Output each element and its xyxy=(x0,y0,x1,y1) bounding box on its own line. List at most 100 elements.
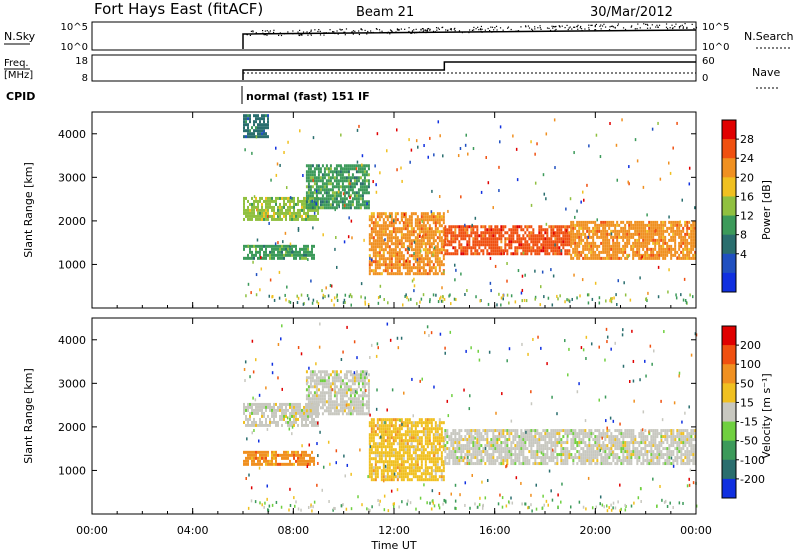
x-tick-label: 00:00 xyxy=(680,524,712,537)
power-echo-region xyxy=(368,212,445,276)
velocity-colorbar-label: 200 xyxy=(740,339,761,352)
freq-right-tick-bottom: 0 xyxy=(702,73,708,84)
power-panel-frame xyxy=(91,111,697,309)
power-ytick-label: 3000 xyxy=(58,171,86,184)
station-title: Fort Hays East (fitACF) xyxy=(94,0,263,18)
power-colorbar-segment xyxy=(722,120,736,140)
power-ytick-label: 4000 xyxy=(58,128,86,141)
velocity-colorbar-segment xyxy=(722,478,736,499)
velocity-y-ticks: 4000 3000 2000 1000 xyxy=(58,334,696,477)
freq-right-tick-top: 60 xyxy=(702,56,715,67)
noise-left-tick-top: 10^5 xyxy=(61,22,88,33)
power-colorbar-label: 16 xyxy=(740,190,754,203)
x-tick-label: 12:00 xyxy=(378,524,410,537)
power-colorbar-label: 20 xyxy=(740,171,754,184)
velocity-echo-layer xyxy=(243,322,698,513)
date-label: 30/Mar/2012 xyxy=(590,5,673,20)
power-scatter-points xyxy=(244,118,696,307)
velocity-echo-region xyxy=(368,418,445,482)
velocity-ytick-label: 3000 xyxy=(58,377,86,390)
power-y-ticks: 4000 3000 2000 1000 xyxy=(58,128,696,271)
power-colorbar-label: 4 xyxy=(740,248,747,261)
velocity-echo-region xyxy=(305,370,370,416)
power-colorbar-label: 12 xyxy=(740,210,754,223)
velocity-ytick-label: 4000 xyxy=(58,334,86,347)
freq-traces xyxy=(242,61,696,80)
cpid-mode: normal (fast) 151 IF xyxy=(246,90,370,103)
x-axis-label: Time UT xyxy=(370,539,416,552)
noise-right-label: N.Search xyxy=(744,30,794,43)
power-y-label: Slant Range [km] xyxy=(22,162,35,258)
power-echo-region xyxy=(243,114,269,139)
velocity-colorbar-label: Velocity [m s⁻¹] xyxy=(760,373,773,458)
noise-right-tick-bottom: 10^0 xyxy=(702,42,729,53)
velocity-echo-region xyxy=(444,429,697,466)
power-echo-region xyxy=(444,225,571,256)
velocity-colorbar-label: -50 xyxy=(740,435,758,448)
freq-left-tick-top: 18 xyxy=(75,56,88,67)
velocity-colorbar-segment xyxy=(722,345,736,365)
power-colorbar-segment xyxy=(722,272,736,293)
beam-label: Beam 21 xyxy=(356,5,414,20)
noise-sky-line xyxy=(242,29,697,49)
velocity-colorbar-label: -100 xyxy=(740,454,765,467)
power-colorbar-segment xyxy=(722,177,736,197)
velocity-colorbar-label: -15 xyxy=(740,416,758,429)
freq-line xyxy=(242,61,696,80)
power-ytick-label: 1000 xyxy=(58,258,86,271)
power-colorbar-segment xyxy=(722,215,736,236)
noise-left-label: N.Sky xyxy=(4,30,36,43)
power-echo-region xyxy=(305,164,370,210)
power-colorbar-segment xyxy=(722,253,736,274)
power-colorbar-label: 28 xyxy=(740,133,754,146)
velocity-colorbar-segment xyxy=(722,383,736,403)
x-tick-label: 20:00 xyxy=(579,524,611,537)
power-colorbar-segment xyxy=(722,196,736,217)
x-tick-label: 00:00 xyxy=(76,524,108,537)
x-tick-label: 16:00 xyxy=(479,524,511,537)
power-echo-region xyxy=(243,196,319,221)
freq-left-tick-bottom: 8 xyxy=(82,73,88,84)
power-colorbar: 28 24 20 16 12 8 4 xyxy=(721,119,754,293)
power-echo-layer xyxy=(243,114,697,307)
power-colorbar-segment xyxy=(722,234,736,255)
velocity-colorbar-segment xyxy=(722,326,736,346)
power-echo-region xyxy=(570,220,697,260)
noise-right-tick-top: 10^5 xyxy=(702,22,729,33)
velocity-colorbar: 200 100 50 15 -15 -50 -100 -200 xyxy=(721,325,765,499)
velocity-colorbar-segment xyxy=(722,402,736,423)
freq-right-label: Nave xyxy=(752,66,780,79)
power-colorbar-segment xyxy=(722,158,736,178)
velocity-scatter-points xyxy=(243,322,698,513)
noise-left-tick-bottom: 10^0 xyxy=(61,42,88,53)
velocity-y-label: Slant Range [km] xyxy=(22,368,35,464)
power-colorbar-frame xyxy=(721,119,737,293)
power-echo-region xyxy=(243,244,315,260)
velocity-colorbar-label: -200 xyxy=(740,473,765,486)
velocity-ytick-label: 2000 xyxy=(58,421,86,434)
cpid-label: CPID xyxy=(6,90,35,103)
velocity-colorbar-frame xyxy=(721,325,737,499)
power-colorbar-label: 24 xyxy=(740,152,754,165)
noise-traces xyxy=(242,23,698,49)
velocity-colorbar-label: 15 xyxy=(740,396,754,409)
velocity-colorbar-segment xyxy=(722,440,736,461)
x-tick-label: 04:00 xyxy=(177,524,209,537)
velocity-colorbar-label: 100 xyxy=(740,358,761,371)
noise-panel-frame xyxy=(91,21,697,51)
freq-left-label-1: Freq. xyxy=(4,58,29,69)
velocity-ytick-label: 1000 xyxy=(58,464,86,477)
time-x-ticks: 00:00 04:00 08:00 12:00 16:00 20:00 00:00 xyxy=(76,112,712,537)
x-tick-label: 08:00 xyxy=(277,524,309,537)
power-colorbar-label: 8 xyxy=(740,229,747,242)
power-colorbar-segment xyxy=(722,139,736,159)
freq-panel-frame xyxy=(91,54,697,82)
velocity-echo-region xyxy=(243,450,315,466)
velocity-colorbar-segment xyxy=(722,421,736,442)
velocity-colorbar-label: 50 xyxy=(740,377,754,390)
power-ytick-label: 2000 xyxy=(58,215,86,228)
power-colorbar-label: Power [dB] xyxy=(760,180,773,240)
velocity-colorbar-segment xyxy=(722,364,736,384)
freq-left-label-2: [MHz] xyxy=(4,70,33,81)
